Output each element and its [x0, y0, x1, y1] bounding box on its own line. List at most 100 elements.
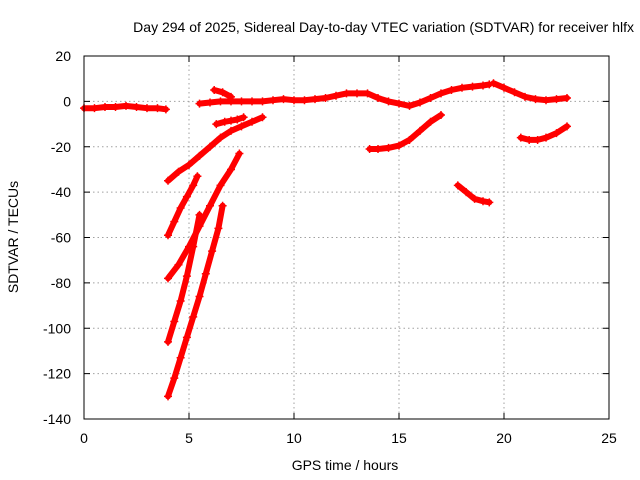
data-point [552, 95, 561, 104]
data-point [332, 91, 340, 100]
data-point [405, 101, 414, 110]
data-point [176, 204, 185, 213]
x-tick-label: 5 [185, 430, 193, 446]
data-point [111, 103, 120, 112]
data-point [395, 99, 403, 108]
data-point [237, 122, 246, 131]
series-trace [196, 81, 493, 109]
data-point [195, 99, 204, 108]
data-point [239, 113, 248, 122]
data-point [426, 117, 435, 126]
data-point [143, 104, 151, 113]
x-tick-label: 0 [80, 430, 88, 446]
data-point [479, 197, 487, 206]
data-point [164, 176, 172, 185]
data-point [182, 333, 191, 342]
data-point [521, 92, 529, 101]
data-point [563, 122, 571, 131]
series-3 [164, 172, 202, 240]
series-12 [489, 79, 571, 105]
data-point [161, 105, 170, 114]
data-point [206, 98, 214, 107]
data-point [227, 165, 235, 174]
data-point [164, 231, 172, 240]
data-point [447, 86, 456, 95]
data-point [542, 133, 550, 142]
series-trace [165, 150, 243, 282]
series-11 [453, 181, 494, 207]
data-point [258, 97, 267, 106]
x-tick-label: 10 [286, 430, 302, 446]
data-point [468, 82, 477, 91]
data-point [533, 135, 542, 144]
data-point [216, 133, 225, 142]
series-trace [454, 182, 493, 206]
data-point [563, 93, 571, 102]
data-point [227, 116, 235, 125]
series-4 [164, 149, 244, 283]
series-1 [80, 101, 170, 114]
data-point [542, 96, 550, 105]
x-tick-label: 15 [391, 430, 407, 446]
data-point [384, 97, 393, 106]
data-point [405, 135, 414, 144]
series-2 [164, 113, 267, 185]
data-point [248, 117, 256, 126]
x-tick-label: 20 [496, 430, 512, 446]
series-trace [165, 211, 203, 345]
data-point [176, 297, 185, 306]
data-point [170, 374, 179, 383]
data-point [363, 89, 372, 98]
series-9 [210, 86, 235, 101]
data-point [426, 93, 435, 102]
data-point [164, 274, 172, 283]
data-point [170, 217, 179, 226]
y-axis-label: SDTVAR / TECUs [5, 181, 21, 293]
y-tick-label: -40 [51, 184, 71, 200]
data-point [195, 151, 204, 160]
data-point [269, 96, 277, 105]
data-point [189, 312, 198, 321]
data-point [279, 95, 288, 104]
data-point [258, 113, 267, 122]
data-point [233, 115, 242, 124]
data-point [235, 149, 244, 158]
y-tick-label: -20 [51, 139, 71, 155]
data-point [479, 81, 487, 90]
data-point [185, 160, 193, 169]
data-point [218, 88, 227, 97]
data-point [174, 260, 183, 269]
data-point [218, 201, 227, 210]
data-point [210, 86, 219, 95]
series-10 [365, 110, 445, 154]
data-point [132, 103, 141, 112]
data-point [300, 96, 309, 105]
y-tick-label: 0 [63, 93, 71, 109]
data-point [153, 104, 162, 113]
data-point [237, 97, 246, 106]
data-point [485, 198, 494, 207]
data-point [395, 141, 403, 150]
data-point [195, 292, 204, 301]
data-point [208, 247, 217, 256]
series-7 [212, 113, 248, 129]
data-point [458, 83, 466, 92]
x-axis-label: GPS time / hours [292, 457, 399, 473]
data-point [437, 89, 445, 98]
data-series [80, 79, 571, 401]
data-point [416, 98, 424, 107]
data-point [193, 172, 202, 181]
data-point [470, 194, 479, 203]
data-point [227, 92, 235, 101]
data-point [216, 97, 225, 106]
data-point [182, 272, 191, 281]
data-point [437, 110, 445, 119]
data-point [248, 97, 256, 106]
data-point [90, 104, 99, 113]
data-point [164, 392, 172, 401]
data-point [489, 79, 498, 88]
data-point [201, 269, 210, 278]
y-tick-label: -80 [51, 275, 71, 291]
x-tick-label: 25 [601, 430, 617, 446]
